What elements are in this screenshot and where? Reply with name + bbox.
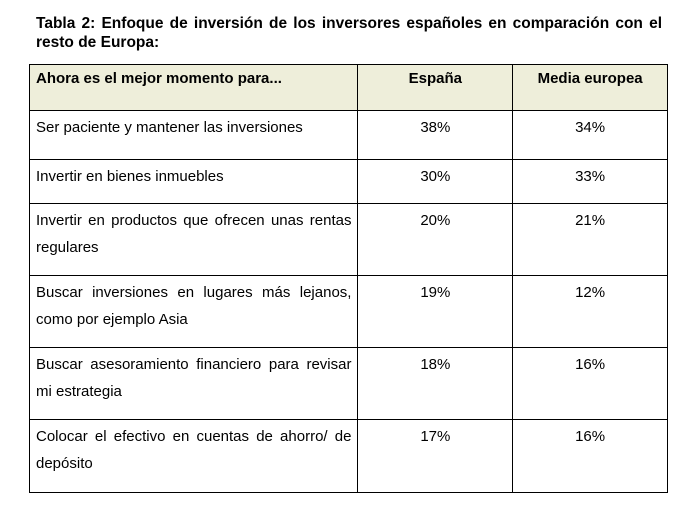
statement-cell: Ser paciente y mantener las inversiones xyxy=(28,110,359,160)
table-row: Buscar inversiones en lugares más lejano… xyxy=(28,275,668,348)
europe-value-cell: 21% xyxy=(512,203,668,276)
table-row: Buscar asesoramiento financiero para rev… xyxy=(28,347,668,420)
spain-value-cell: 20% xyxy=(357,203,514,276)
table-row: Invertir en productos que ofrecen unas r… xyxy=(28,203,668,276)
header-cell-europe: Media europea xyxy=(512,64,668,111)
table-row: Ser paciente y mantener las inversiones … xyxy=(28,110,668,160)
europe-value-cell: 16% xyxy=(512,347,668,420)
table-row: Colocar el efectivo en cuentas de ahorro… xyxy=(28,419,668,493)
europe-value-cell: 16% xyxy=(512,419,668,493)
table-caption: Tabla 2: Enfoque de inversión de los inv… xyxy=(36,15,662,51)
statement-cell: Invertir en bienes inmuebles xyxy=(28,159,359,204)
spain-value-cell: 38% xyxy=(357,110,514,160)
statement-cell: Invertir en productos que ofrecen unas r… xyxy=(28,203,359,276)
spain-value-cell: 30% xyxy=(357,159,514,204)
header-cell-statement: Ahora es el mejor momento para... xyxy=(28,64,359,111)
europe-value-cell: 34% xyxy=(512,110,668,160)
statement-cell: Buscar asesoramiento financiero para rev… xyxy=(28,347,359,420)
header-row: Ahora es el mejor momento para... España… xyxy=(28,64,668,111)
investment-table: Ahora es el mejor momento para... España… xyxy=(28,64,668,493)
table-row: Invertir en bienes inmuebles 30% 33% xyxy=(28,159,668,204)
spain-value-cell: 17% xyxy=(357,419,514,493)
spain-value-cell: 18% xyxy=(357,347,514,420)
europe-value-cell: 33% xyxy=(512,159,668,204)
statement-cell: Buscar inversiones en lugares más lejano… xyxy=(28,275,359,348)
europe-value-cell: 12% xyxy=(512,275,668,348)
spain-value-cell: 19% xyxy=(357,275,514,348)
header-cell-spain: España xyxy=(357,64,514,111)
statement-cell: Colocar el efectivo en cuentas de ahorro… xyxy=(28,419,359,493)
